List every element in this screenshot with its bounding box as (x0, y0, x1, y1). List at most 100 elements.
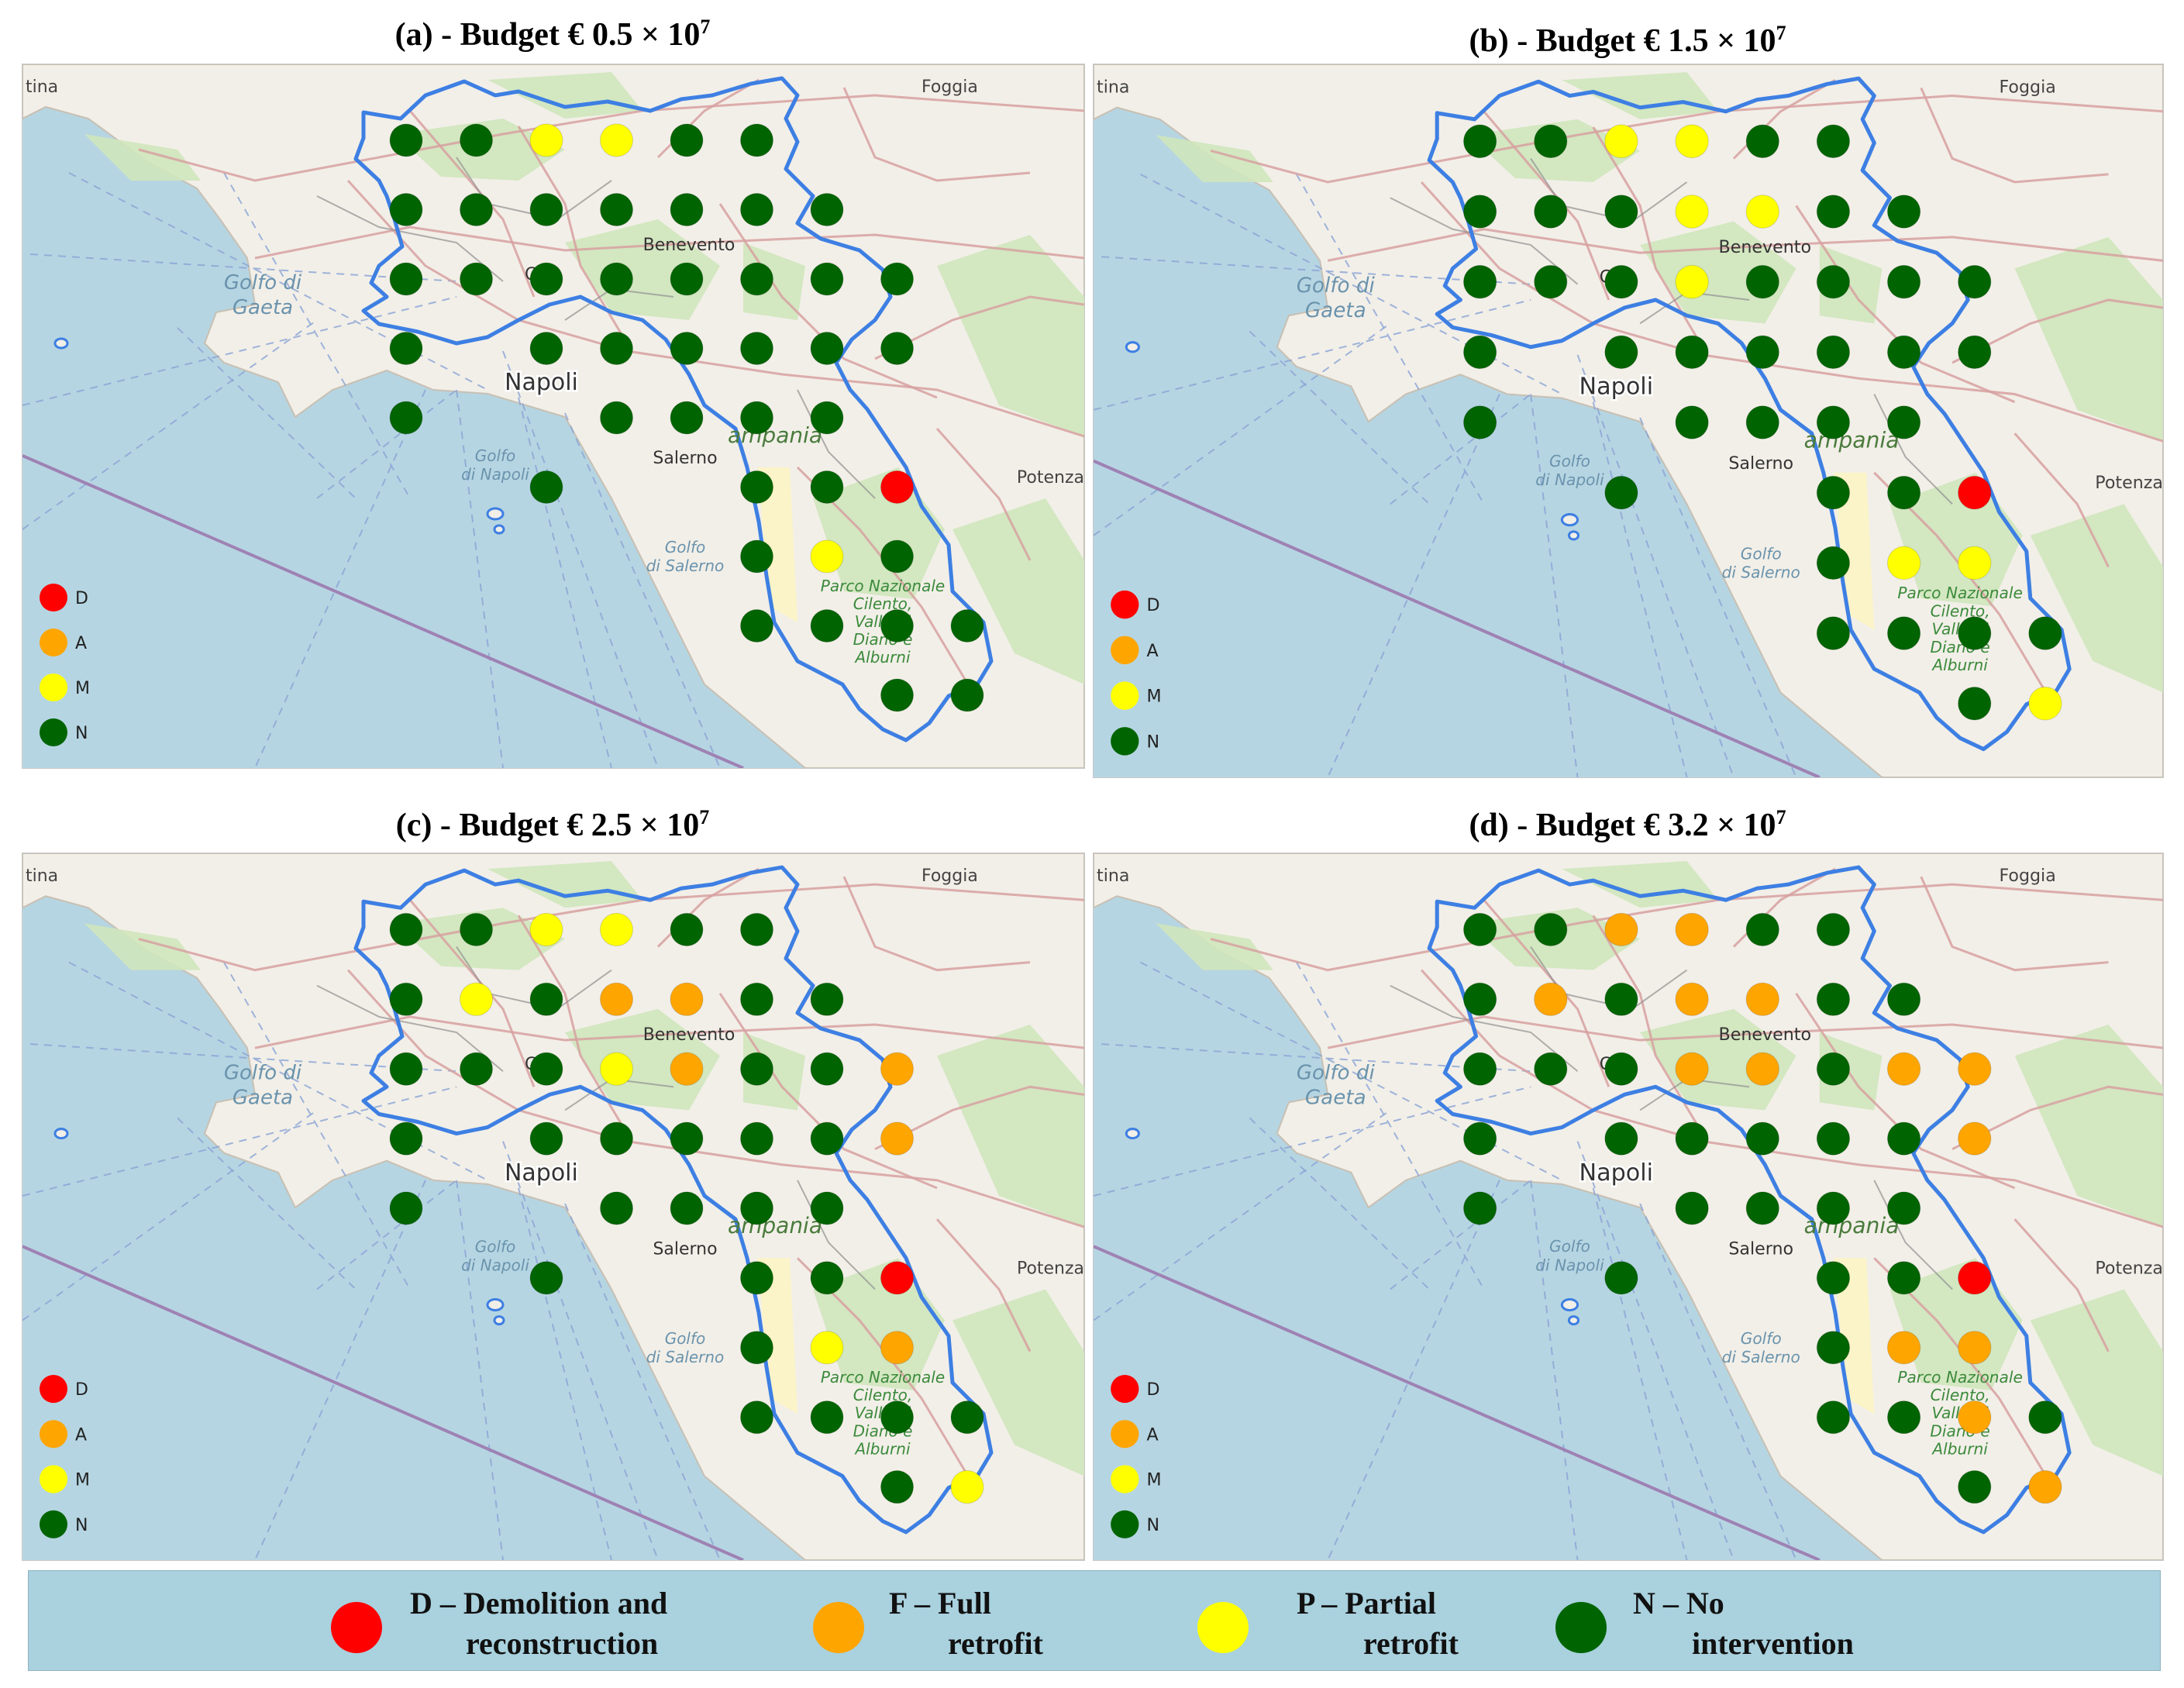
place-label-foggia: Foggia (921, 866, 978, 886)
road (842, 87, 1031, 182)
grid-marker-m (1958, 546, 1992, 580)
grid-marker-n (1886, 616, 1921, 650)
road (1592, 915, 1703, 1135)
grid-marker-n (1958, 335, 1992, 370)
park-area (1562, 72, 1718, 119)
place-label-campania: ampania (1804, 1213, 1900, 1238)
inset-legend-label-a: A (1146, 1424, 1158, 1445)
road (1592, 126, 1703, 348)
inset-legend-marker-m (40, 673, 67, 701)
secondary-road (797, 1180, 876, 1290)
grid-marker-n (389, 982, 423, 1016)
secondary-road (316, 984, 504, 1073)
place-label-parco-1: Parco Nazionale (821, 577, 945, 595)
grid-marker-n (1886, 264, 1921, 299)
grid-marker-n (1534, 195, 1568, 229)
grid-marker-n (740, 1191, 773, 1225)
road (254, 226, 1084, 260)
grid-marker-m (1886, 546, 1921, 580)
ferry-route (223, 962, 411, 1290)
ferry-route (1094, 1086, 1531, 1197)
grid-marker-n (600, 332, 633, 365)
road (718, 203, 938, 399)
place-label-salerno: Salerno (1728, 453, 1793, 474)
ferry-route (1101, 256, 1531, 285)
ferry-route (502, 1141, 659, 1560)
place-label-parco-5: Alburni (853, 1439, 910, 1458)
grid-marker-n (389, 1052, 423, 1086)
secondary-road (797, 389, 876, 499)
grid-marker-n (740, 1400, 773, 1435)
place-label-campania: ampania (728, 422, 822, 448)
grid-marker-n (529, 1121, 563, 1156)
grid-marker-n (389, 401, 423, 435)
panel-title-a: (a) - Budget € 0.5 × 107 (394, 16, 711, 53)
grid-marker-n (1534, 1052, 1568, 1086)
secondary-road (1873, 394, 1953, 505)
grid-marker-n (740, 1261, 773, 1295)
park-area (84, 923, 201, 970)
grid-marker-n (389, 1121, 423, 1156)
inset-legend-label-m: M (75, 1471, 90, 1490)
place-label-benevento: Benevento (643, 1025, 735, 1045)
place-label-parco-1: Parco Nazionale (821, 1368, 945, 1387)
grid-marker-n (1745, 1121, 1779, 1156)
park-area (84, 134, 201, 181)
ferry-route (1296, 174, 1485, 505)
park-area (2030, 1289, 2163, 1476)
grid-marker-n (529, 1052, 563, 1086)
road (1795, 205, 2016, 404)
grid-marker-n (1886, 1400, 1921, 1435)
grid-marker-n (389, 332, 423, 365)
place-label-golfo-napoli-1: Golfo (1549, 1237, 1590, 1256)
inset-legend-marker-a (40, 1420, 67, 1449)
secondary-road (1390, 197, 1579, 285)
place-label-benevento: Benevento (1719, 237, 1812, 257)
grid-marker-d (880, 470, 914, 504)
grid-marker-n (1816, 1400, 1851, 1435)
inset-legend-label-a: A (75, 634, 87, 653)
ferry-route (29, 1043, 457, 1073)
plain-area (757, 467, 797, 622)
ferry-route (1094, 1109, 1391, 1321)
plain-area (757, 1258, 797, 1414)
place-label-golfo-salerno-1: Golfo (1741, 1329, 1782, 1348)
maritime-boundary (22, 1245, 744, 1560)
grid-marker-n (1816, 264, 1851, 299)
place-label-parco-1: Parco Nazionale (1897, 1368, 2023, 1387)
grid-marker-n (1958, 1469, 1992, 1504)
grid-marker-n (810, 1191, 844, 1225)
inset-legend-marker-a (1111, 1420, 1139, 1449)
grid-marker-n (1886, 982, 1921, 1016)
grid-marker-n (670, 123, 704, 157)
grid-marker-n (740, 193, 773, 226)
map-panel-d: tina Foggia Potenza Golfo di Gaeta Napoli Golf… (1093, 853, 2164, 1561)
maritime-boundary (1094, 459, 1821, 777)
grid-marker-n (1816, 1331, 1851, 1365)
grid-marker-m (1745, 195, 1779, 229)
road (874, 295, 1084, 360)
grid-marker-a (600, 982, 633, 1016)
ferry-route (316, 389, 457, 499)
grid-marker-n (1886, 475, 1921, 510)
road (718, 992, 938, 1190)
grid-marker-d (1958, 475, 1992, 510)
park-area (2030, 504, 2163, 693)
road (935, 1218, 1032, 1352)
park-area (1889, 1258, 2023, 1391)
place-label-golfo-napoli-1: Golfo (475, 446, 516, 465)
grid-marker-n (1534, 124, 1568, 159)
grid-marker-a (1886, 1052, 1921, 1086)
ferry-route (1390, 393, 1531, 505)
park-area (813, 467, 945, 599)
ferry-route (456, 1180, 504, 1560)
grid-marker-n (950, 678, 984, 712)
inset-legend-label-d: D (75, 589, 88, 608)
place-label-golfo-salerno-1: Golfo (665, 538, 706, 556)
grid-marker-n (1745, 1191, 1779, 1225)
grid-marker-a (1958, 1052, 1992, 1086)
grid-marker-a (1745, 1052, 1779, 1086)
grid-marker-n (810, 982, 844, 1016)
secondary-road (1530, 946, 1688, 1010)
